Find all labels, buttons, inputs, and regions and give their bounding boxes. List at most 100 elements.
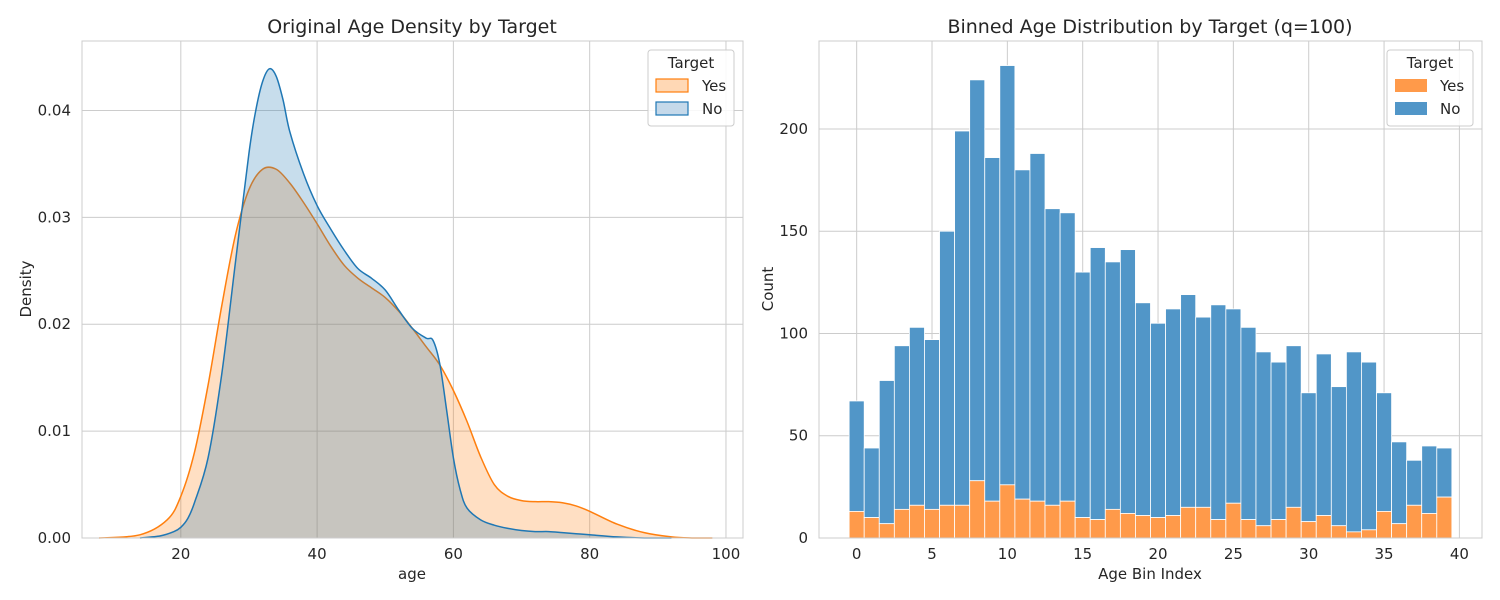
histogram-y-tick-label: 100 (779, 324, 808, 342)
histogram-y-tick-label: 200 (779, 120, 808, 138)
histogram-bar-no (1104, 261, 1121, 510)
histogram-bar-yes (1059, 500, 1076, 539)
histogram-bar-yes (1225, 502, 1242, 539)
histogram-bar-no (1240, 326, 1257, 520)
histogram-bar-no (1150, 322, 1166, 518)
histogram-bar-no (909, 326, 925, 506)
histogram-bar-yes (848, 511, 865, 539)
histogram-x-tick-label: 40 (1450, 545, 1469, 563)
histogram-plot-frame (818, 40, 1483, 539)
density-y-tick-label: 0.02 (38, 315, 71, 333)
density-x-tick-label: 80 (580, 545, 599, 563)
histogram-x-tick-label: 10 (998, 545, 1017, 563)
histogram-bar-yes (939, 504, 956, 539)
density-legend-swatch-yes (655, 78, 689, 93)
density-chart: Original Age Density by Target age Densi… (17, 16, 744, 583)
histogram-bar-yes (969, 480, 986, 539)
density-chart-title: Original Age Density by Target (267, 16, 557, 38)
histogram-legend-swatch-no (1395, 102, 1427, 115)
histogram-legend-label-yes: Yes (1439, 77, 1464, 95)
histogram-bar-no (1089, 247, 1106, 520)
histogram-bar-yes (1361, 529, 1377, 539)
histogram-bar-yes (1180, 506, 1197, 539)
histogram-bar-no (1059, 212, 1076, 502)
histogram-bar-no (1255, 351, 1272, 527)
histogram-bar-no (1210, 304, 1227, 520)
histogram-bar-no (1165, 308, 1182, 516)
density-legend-label-no: No (702, 100, 722, 118)
histogram-bar-yes (1210, 519, 1227, 539)
histogram-bar-no (1315, 353, 1332, 516)
histogram-bar-yes (1104, 508, 1121, 539)
histogram-bar-no (1270, 361, 1287, 520)
histogram-bar-yes (1345, 531, 1362, 539)
histogram-bar-no (1330, 386, 1347, 527)
histogram-x-axis-label: Age Bin Index (1098, 565, 1202, 583)
histogram-chart: Binned Age Distribution by Target (q=100… (759, 16, 1483, 583)
density-x-tick-label: 20 (171, 545, 190, 563)
histogram-bar-yes (1285, 506, 1302, 539)
density-area-no (139, 68, 672, 538)
histogram-bar-no (939, 230, 956, 506)
histogram-bar-no (1014, 169, 1031, 500)
histogram-bar-yes (1330, 525, 1347, 539)
histogram-bar-yes (1119, 513, 1136, 539)
histogram-bar-yes (924, 508, 940, 539)
histogram-bar-yes (999, 484, 1016, 539)
density-area-yes (99, 167, 713, 538)
histogram-bar-no (1406, 459, 1423, 506)
histogram-bar-yes (1029, 500, 1046, 539)
histogram-bar-no (984, 157, 1001, 502)
density-legend-label-yes: Yes (701, 77, 726, 95)
histogram-bar-yes (1270, 519, 1287, 539)
histogram-legend-label-no: No (1440, 100, 1460, 118)
density-y-tick-label: 0.03 (38, 208, 71, 226)
histogram-bar-yes (1074, 517, 1091, 539)
histogram-chart-title: Binned Age Distribution by Target (q=100… (947, 16, 1352, 38)
histogram-bar-no (1119, 249, 1136, 514)
density-x-tick-label: 100 (712, 545, 741, 563)
histogram-bar-yes (1436, 496, 1453, 539)
histogram-bar-no (1074, 271, 1091, 518)
histogram-y-tick-label: 150 (779, 222, 808, 240)
histogram-x-tick-label: 5 (927, 545, 937, 563)
histogram-legend-swatch-yes (1395, 79, 1427, 92)
histogram-bar-no (1044, 208, 1061, 506)
histogram-bar-no (1285, 345, 1302, 508)
density-line-no (139, 67, 672, 539)
density-legend-title: Target (667, 54, 715, 72)
histogram-legend-title: Target (1406, 54, 1454, 72)
histogram-bar-yes (1165, 515, 1182, 539)
density-y-axis-label: Density (17, 260, 35, 317)
histogram-bar-no (1300, 392, 1317, 523)
histogram-bar-yes (863, 517, 880, 539)
histogram-bar-yes (1315, 515, 1332, 539)
histogram-x-tick-label: 35 (1375, 545, 1394, 563)
histogram-bar-yes (954, 504, 971, 539)
histogram-bar-no (924, 339, 940, 510)
density-x-tick-label: 40 (308, 545, 327, 563)
histogram-x-tick-label: 20 (1148, 545, 1167, 563)
histogram-bar-no (1391, 441, 1408, 525)
histogram-x-tick-label: 25 (1224, 545, 1243, 563)
histogram-bar-yes (1044, 504, 1061, 539)
histogram-bar-no (999, 65, 1016, 486)
histogram-bar-no (848, 400, 865, 512)
histogram-bar-no (1345, 351, 1362, 533)
histogram-x-tick-label: 0 (852, 545, 862, 563)
histogram-bar-yes (1014, 498, 1031, 539)
histogram-bar-yes (1195, 506, 1212, 539)
density-y-tick-label: 0.00 (38, 529, 71, 547)
histogram-bar-no (878, 380, 895, 525)
histogram-bar-yes (1135, 515, 1151, 539)
histogram-bar-yes (1421, 513, 1438, 539)
density-x-tick-label: 60 (444, 545, 463, 563)
histogram-bar-yes (1376, 511, 1392, 539)
histogram-x-tick-label: 15 (1073, 545, 1092, 563)
density-x-axis-label: age (398, 565, 426, 583)
density-line-yes (98, 166, 713, 539)
histogram-bar-yes (1150, 517, 1166, 539)
histogram-bar-no (863, 447, 880, 518)
histogram-bar-yes (1300, 521, 1317, 539)
